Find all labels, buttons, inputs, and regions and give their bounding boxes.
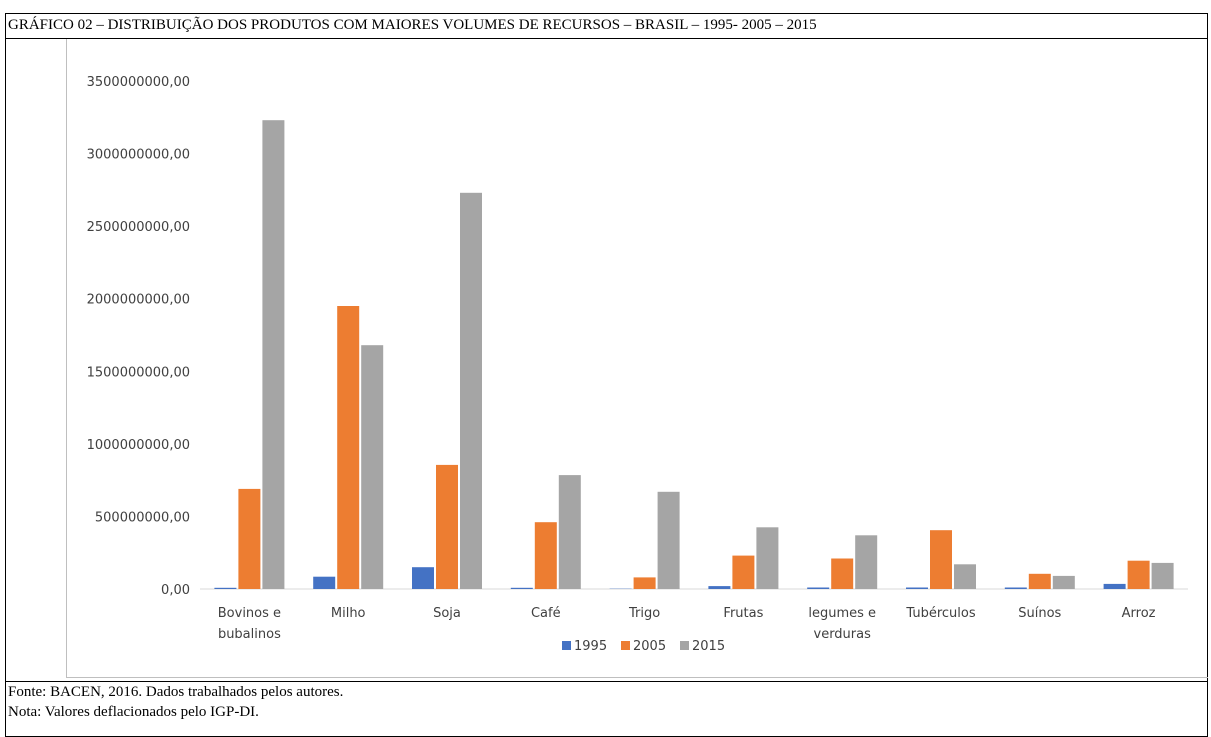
bar-2015: [658, 492, 680, 589]
bar-2015: [559, 475, 581, 589]
x-axis-labels: Bovinos e bubalinos Milho Soja Café Trigo Frut…: [218, 606, 1156, 642]
bar-2005: [831, 559, 853, 590]
x-tick-label: Frutas: [723, 606, 763, 621]
figure-footer: Fonte: BACEN, 2016. Dados trabalhados pe…: [5, 681, 1208, 728]
legend-swatch-1995: [562, 641, 571, 650]
legend-label: 2015: [692, 639, 725, 654]
legend-swatch-2015: [680, 641, 689, 650]
y-tick-label: 1500000000,00: [87, 365, 190, 380]
legend-swatch-2005: [621, 641, 630, 650]
bar-1995: [1005, 588, 1027, 590]
x-tick-label: Suínos: [1018, 606, 1061, 621]
bar-2015: [1152, 563, 1174, 589]
legend-label: 2005: [633, 639, 666, 654]
bar-2005: [337, 306, 359, 589]
bar-2005: [535, 522, 557, 589]
y-tick-label: 3500000000,00: [87, 75, 190, 90]
deflation-note: Nota: Valores deflacionados pelo IGP-DI.: [8, 702, 1208, 722]
bar-2005: [238, 489, 260, 589]
bar-1995: [214, 588, 236, 589]
bar-2015: [361, 345, 383, 589]
y-tick-label: 500000000,00: [95, 510, 190, 525]
bar-1995: [412, 567, 434, 589]
x-tick-label: Milho: [331, 606, 366, 621]
bar-2015: [460, 193, 482, 589]
bar-2015: [262, 120, 284, 589]
x-tick-label: Trigo: [628, 606, 660, 621]
y-tick-label: 2000000000,00: [87, 293, 190, 308]
bars: [214, 120, 1173, 589]
x-tick-label: Bovinos e: [218, 606, 281, 621]
y-axis: 0,00 500000000,00 1000000000,00 1500000000,…: [87, 75, 190, 598]
bar-2005: [1029, 574, 1051, 589]
bar-2005: [634, 577, 656, 589]
x-tick-label: verduras: [814, 627, 872, 642]
bar-1995: [906, 588, 928, 590]
bar-2005: [1128, 561, 1150, 589]
x-tick-label: legumes e: [808, 606, 876, 621]
x-tick-label: bubalinos: [218, 627, 281, 642]
y-tick-label: 0,00: [161, 583, 190, 598]
y-tick-label: 1000000000,00: [87, 438, 190, 453]
x-tick-label: Tubérculos: [905, 606, 975, 621]
bar-2015: [1053, 576, 1075, 589]
bar-2015: [954, 564, 976, 589]
legend: 1995 2005 2015: [562, 639, 725, 654]
bar-1995: [1104, 584, 1126, 589]
bar-1995: [708, 586, 730, 589]
y-tick-label: 2500000000,00: [87, 220, 190, 235]
x-tick-label: Café: [531, 606, 561, 621]
y-tick-label: 3000000000,00: [87, 148, 190, 163]
bar-1995: [511, 588, 533, 589]
legend-label: 1995: [574, 639, 607, 654]
source-note: Fonte: BACEN, 2016. Dados trabalhados pe…: [8, 682, 1208, 702]
bar-1995: [807, 588, 829, 590]
x-tick-label: Arroz: [1122, 606, 1156, 621]
bar-2015: [855, 535, 877, 589]
x-tick-label: Soja: [433, 606, 461, 621]
bar-2005: [436, 465, 458, 589]
bar-2015: [756, 527, 778, 589]
bar-2005: [732, 556, 754, 589]
bar-1995: [313, 577, 335, 589]
bar-2005: [930, 530, 952, 589]
